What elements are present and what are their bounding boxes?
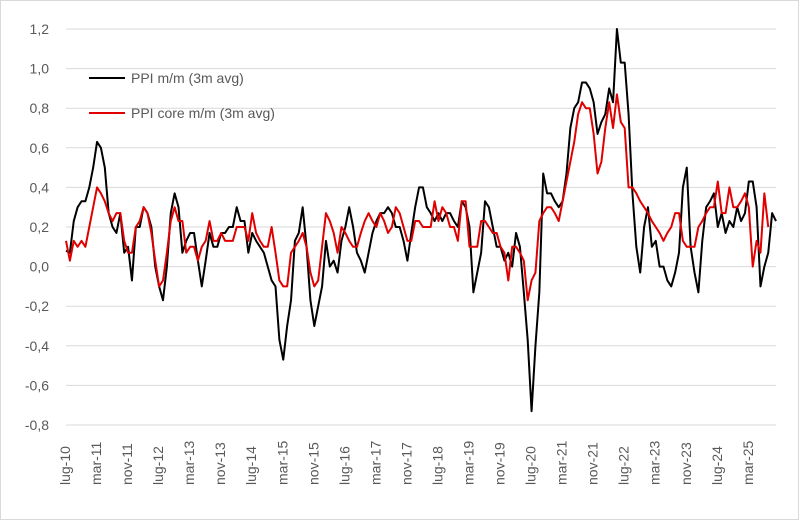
x-tick-label: mar-25 bbox=[740, 440, 756, 485]
x-tick-label: nov-23 bbox=[678, 442, 694, 485]
y-tick-label: 1,2 bbox=[30, 21, 50, 37]
x-tick-label: lug-18 bbox=[429, 446, 445, 485]
y-axis-tick-labels: -0,8 -0,6 -0,4 -0,2 0,0 0,2 0,4 0,6 0,8 1,0 1,2 bbox=[25, 21, 49, 433]
x-tick-label: mar-23 bbox=[647, 440, 663, 485]
y-tick-label: 0,8 bbox=[30, 100, 50, 116]
x-tick-label: nov-11 bbox=[119, 443, 135, 485]
series-line-ppi-core bbox=[65, 93, 770, 302]
x-tick-label: mar-13 bbox=[181, 440, 197, 485]
x-tick-label: nov-13 bbox=[212, 442, 228, 485]
gridlines bbox=[66, 28, 776, 426]
x-tick-label: lug-12 bbox=[150, 446, 166, 485]
x-tick-label: nov-15 bbox=[305, 442, 321, 485]
y-tick-label: -0,2 bbox=[25, 298, 49, 314]
y-tick-label: 1,0 bbox=[30, 61, 50, 77]
x-tick-label: lug-16 bbox=[336, 446, 352, 485]
legend: PPI m/m (3m avg) PPI core m/m (3m avg) bbox=[89, 70, 275, 121]
x-tick-label: lug-22 bbox=[616, 446, 632, 485]
y-tick-label: -0,6 bbox=[25, 377, 49, 393]
y-tick-label: 0,0 bbox=[30, 259, 50, 275]
series-line-ppi bbox=[65, 28, 777, 413]
x-tick-label: lug-10 bbox=[57, 446, 73, 485]
legend-label-ppi: PPI m/m (3m avg) bbox=[131, 70, 244, 86]
y-tick-label: -0,4 bbox=[25, 338, 49, 354]
x-tick-label: nov-17 bbox=[398, 442, 414, 485]
x-tick-label: mar-21 bbox=[554, 440, 570, 485]
series-lines bbox=[65, 28, 777, 413]
x-tick-label: mar-15 bbox=[274, 440, 290, 485]
x-tick-label: lug-20 bbox=[523, 446, 539, 485]
x-tick-label: mar-11 bbox=[88, 441, 104, 485]
x-tick-label: nov-19 bbox=[492, 442, 508, 485]
y-tick-label: -0,8 bbox=[25, 417, 49, 433]
x-tick-label: nov-21 bbox=[585, 442, 601, 485]
x-axis-tick-labels: lug-10 mar-11 nov-11 lug-12 mar-13 nov-13 lug-… bbox=[57, 440, 756, 485]
x-tick-label: mar-19 bbox=[460, 440, 476, 485]
y-tick-label: 0,2 bbox=[30, 219, 50, 235]
x-tick-label: lug-24 bbox=[709, 446, 725, 485]
x-tick-label: lug-14 bbox=[243, 446, 259, 485]
y-tick-label: 0,4 bbox=[30, 179, 50, 195]
legend-label-ppi-core: PPI core m/m (3m avg) bbox=[131, 105, 275, 121]
y-tick-label: 0,6 bbox=[30, 140, 50, 156]
x-tick-label: mar-17 bbox=[367, 440, 383, 485]
